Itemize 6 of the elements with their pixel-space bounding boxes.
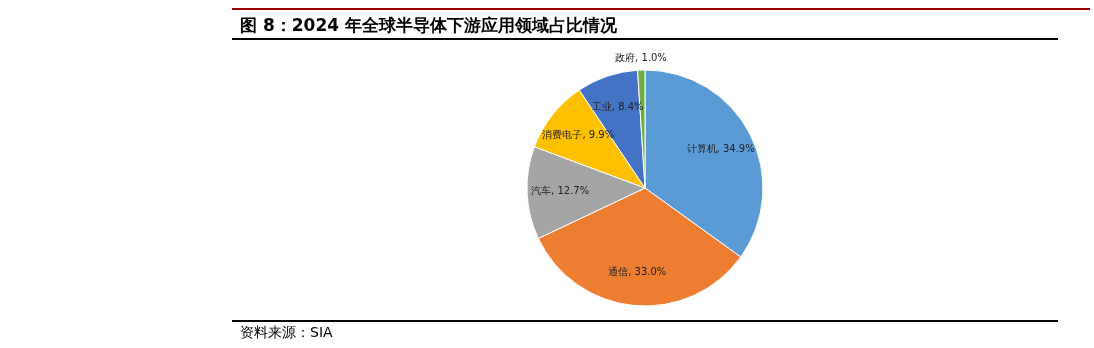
slice-label: 计算机, 34.9% <box>686 142 755 154</box>
slice-label: 汽车, 12.7% <box>531 185 590 197</box>
text: 资料来源：SIA <box>240 324 333 342</box>
slice-label: 政府, 1.0% <box>615 51 667 63</box>
chart-title: 图 8：2024 年全球半导体下游应用领域占比情况 <box>240 14 617 37</box>
slice-label: 通信, 33.0% <box>608 266 667 278</box>
